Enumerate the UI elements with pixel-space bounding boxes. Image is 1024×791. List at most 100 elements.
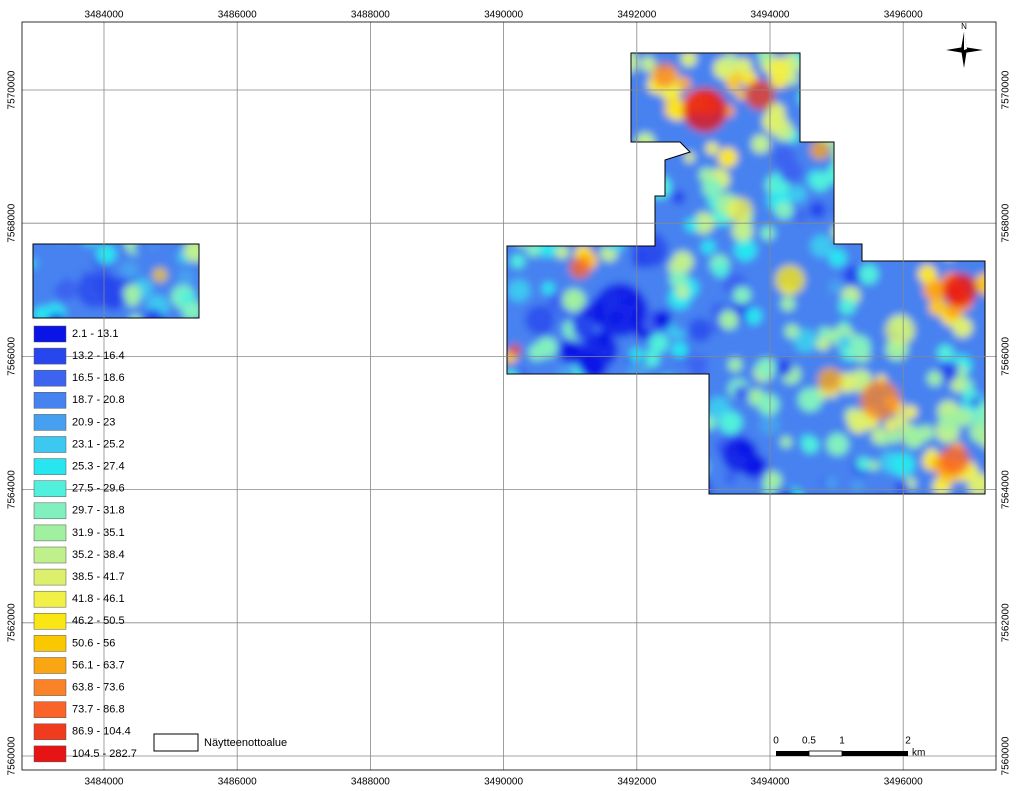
y-tick-label: 7568000	[1001, 203, 1012, 242]
heat-cell	[507, 279, 531, 302]
x-tick-label: 3492000	[617, 777, 656, 788]
heat-cell	[547, 292, 567, 312]
x-tick-label: 3496000	[884, 10, 923, 21]
heat-spot	[569, 257, 591, 279]
scale-segment	[808, 750, 843, 757]
heat-cell	[676, 285, 689, 299]
heat-cell	[677, 76, 691, 91]
heat-cell	[179, 290, 195, 306]
heat-cell	[847, 335, 871, 359]
y-tick-label: 7560000	[1001, 736, 1012, 775]
heat-cell	[125, 292, 140, 307]
heat-cell	[177, 269, 195, 286]
heat-cell	[745, 307, 762, 325]
heat-cell	[733, 286, 751, 304]
x-tick-label: 3486000	[218, 10, 257, 21]
y-tick-label: 7562000	[7, 603, 18, 642]
y-tick-label: 7562000	[1001, 603, 1012, 642]
heat-spot	[593, 283, 647, 337]
heat-spot	[942, 272, 978, 308]
heat-cell	[955, 408, 974, 427]
x-tick-label: 3490000	[484, 10, 523, 21]
x-tick-label: 3484000	[85, 777, 124, 788]
heat-cell	[780, 489, 796, 494]
legend-swatch	[33, 502, 67, 520]
heat-cell	[701, 240, 716, 254]
legend-label: 20.9 - 23	[72, 416, 115, 428]
legend-label: 18.7 - 20.8	[72, 394, 125, 406]
heat-cell	[640, 56, 656, 72]
heat-cell	[757, 394, 780, 416]
legend-swatch	[33, 679, 67, 696]
heat-cell	[878, 434, 890, 446]
legend-swatch	[33, 745, 67, 763]
heat-cell	[828, 249, 847, 267]
x-tick-label: 3494000	[751, 10, 790, 21]
legend-label: 63.8 - 73.6	[72, 682, 125, 694]
heat-cell	[789, 185, 807, 203]
heat-cell	[851, 480, 864, 493]
heat-cell	[981, 436, 985, 449]
heat-cell	[774, 201, 794, 220]
heat-cell	[760, 226, 776, 241]
heat-spot	[940, 445, 970, 475]
heat-cell	[902, 426, 925, 449]
heat-cell	[858, 264, 879, 285]
y-tick-label: 7560000	[7, 736, 18, 775]
heat-cell	[671, 341, 688, 359]
heat-cell	[952, 317, 973, 338]
heat-cell	[798, 387, 822, 412]
heat-cell	[719, 411, 743, 435]
legend-label: 35.2 - 38.4	[72, 549, 125, 561]
scale-label: 2	[905, 736, 911, 747]
legend: 2.1 - 13.1 13.2 - 16.4 16.5 - 18.6 18.7 - 2…	[33, 325, 137, 763]
heat-spot	[77, 272, 113, 308]
legend-swatch	[33, 568, 67, 586]
heat-cell	[719, 310, 739, 330]
legend-label: 46.2 - 50.5	[72, 615, 125, 627]
y-tick-label: 7564000	[7, 470, 18, 509]
heat-cell	[884, 419, 897, 432]
heat-cell	[767, 57, 791, 81]
heat-cell	[801, 436, 819, 454]
x-tick-label: 3488000	[351, 777, 390, 788]
heat-spot	[722, 437, 758, 473]
heat-spot	[817, 367, 843, 393]
x-tick-label: 3484000	[85, 10, 124, 21]
y-tick-label: 7570000	[7, 70, 18, 109]
heat-cell	[751, 134, 770, 154]
heat-cell	[775, 359, 793, 377]
heat-cell	[33, 258, 38, 269]
heat-cell	[580, 306, 593, 319]
heat-cell	[917, 264, 937, 284]
heat-spot	[652, 62, 678, 88]
heat-spot	[152, 267, 168, 283]
heat-cell	[510, 254, 525, 269]
legend-label: 27.5 - 29.6	[72, 483, 125, 495]
heat-cell	[868, 460, 879, 471]
heat-cell	[120, 261, 139, 280]
legend-swatch	[33, 480, 67, 497]
heat-cell	[680, 53, 697, 67]
legend-swatch	[33, 414, 67, 431]
legend-label: 73.7 - 86.8	[72, 704, 125, 716]
legend-label: 86.9 - 104.4	[72, 726, 131, 738]
heat-cell	[698, 167, 714, 183]
x-tick-label: 3490000	[484, 777, 523, 788]
heat-spot	[682, 87, 728, 133]
map-frame	[21, 21, 997, 771]
heat-cell	[842, 265, 863, 286]
heat-cell	[653, 310, 672, 330]
legend-label: 29.7 - 31.8	[72, 505, 125, 517]
heat-cell	[54, 278, 77, 302]
heat-cell	[536, 336, 558, 359]
scale-label: 0.5	[802, 736, 816, 747]
heat-spot	[509, 344, 521, 356]
legend-swatch	[33, 524, 67, 542]
legend-label: 38.5 - 41.7	[72, 571, 125, 583]
scale-segment	[776, 751, 809, 756]
heat-cell	[562, 288, 586, 312]
legend-label: 16.5 - 18.6	[72, 372, 125, 384]
legend-swatch	[33, 546, 67, 564]
